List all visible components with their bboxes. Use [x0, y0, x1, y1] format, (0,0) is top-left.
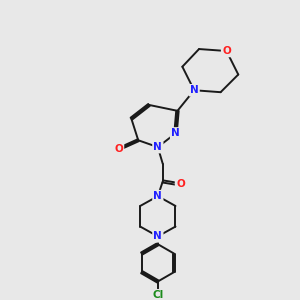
Text: O: O [222, 46, 231, 56]
Text: N: N [171, 128, 180, 138]
Text: N: N [190, 85, 199, 95]
Text: O: O [114, 144, 123, 154]
Text: Cl: Cl [152, 290, 164, 300]
Text: N: N [154, 231, 162, 242]
Text: N: N [154, 191, 162, 201]
Text: N: N [154, 142, 162, 152]
Text: O: O [176, 179, 185, 189]
